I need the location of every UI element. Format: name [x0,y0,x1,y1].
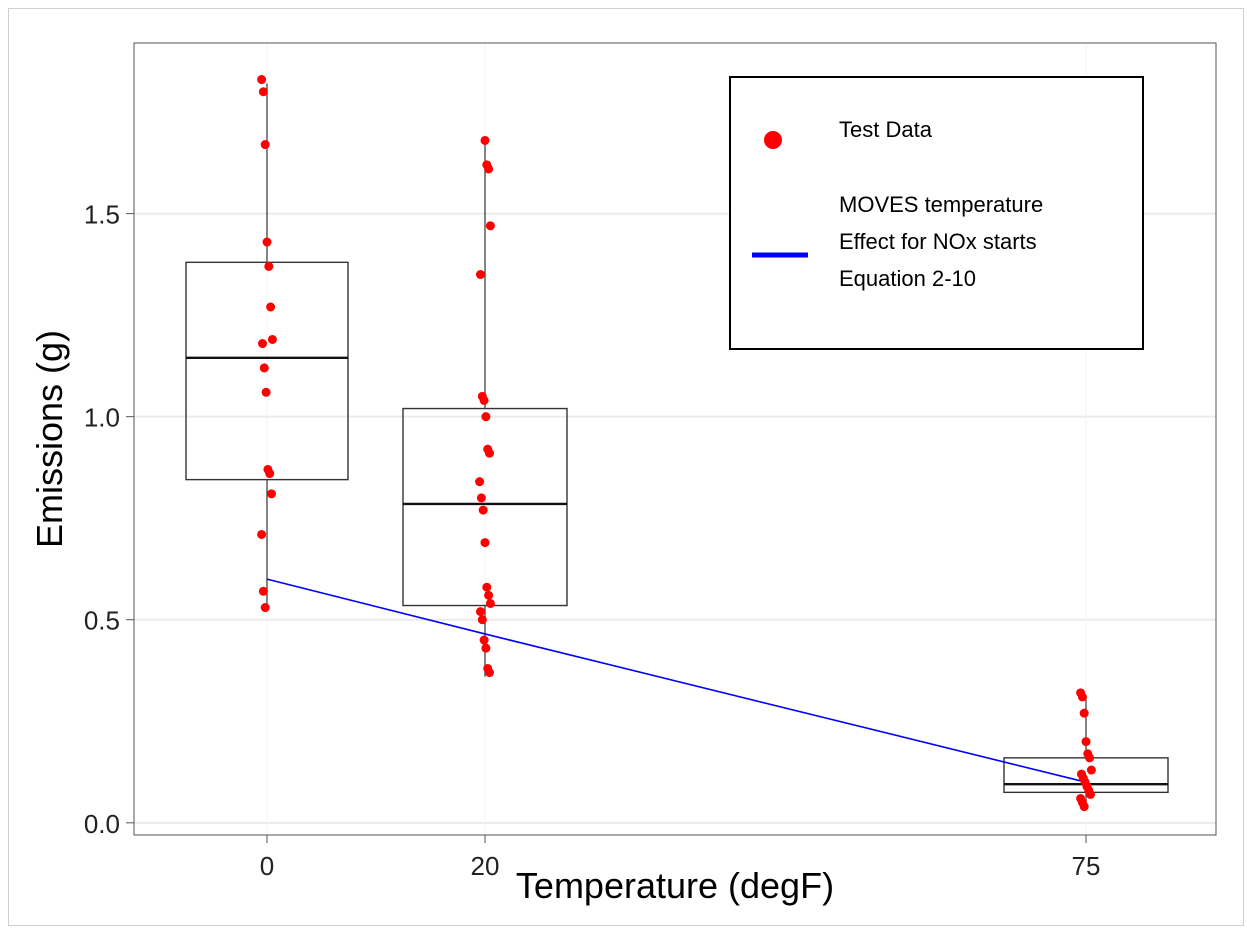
x-tick-label: 20 [471,851,500,881]
test-data-point [1081,737,1091,747]
test-data-point [261,387,271,397]
test-data-point [266,302,276,312]
x-axis-title: Temperature (degF) [516,865,834,906]
y-tick-label: 0.0 [84,809,120,839]
legend-moves-label-line-2: Effect for NOx starts [839,229,1037,254]
test-data-point [258,586,268,596]
test-data-point [1086,789,1095,799]
test-data-point [258,87,268,97]
test-data-point [262,237,272,247]
axes: 0.0 0.5 1.0 1.5 0 20 75 [84,200,1101,881]
test-data-point [476,270,485,280]
test-data-points [257,75,1096,812]
test-data-point [485,221,495,231]
test-data-point [257,75,267,85]
test-data-point [476,493,486,503]
test-data-point [267,334,277,344]
test-data-point [257,529,267,539]
moves-line [266,578,1087,783]
test-data-point [484,164,494,174]
test-data-point [485,448,494,458]
test-data-point [475,477,485,487]
test-data-point [1079,708,1089,718]
test-data-point [479,395,489,405]
test-data-point [1086,765,1096,775]
legend-box [729,76,1144,350]
test-data-point [267,489,276,499]
test-data-point [484,590,494,600]
y-tick-label: 0.5 [84,606,120,636]
y-tick-label: 1.5 [84,200,120,230]
test-data-point [1085,753,1095,763]
y-tick-label: 1.0 [84,403,120,433]
test-data-point [485,668,494,678]
legend: Test Data MOVES temperature Effect for N… [729,76,1144,350]
test-data-point [481,643,491,653]
test-data-point [478,505,488,515]
test-data-point [264,261,274,271]
test-data-point [479,635,489,645]
test-data-point [480,135,490,145]
legend-moves-label-line-3: Equation 2-10 [839,266,976,291]
test-data-point [485,598,495,608]
moves-line-series [266,578,1087,783]
y-axis-title: Emissions (g) [29,330,70,548]
test-data-point [481,412,491,422]
test-data-point [482,582,492,592]
test-data-point [258,339,267,349]
plot-panel-border [133,42,1217,836]
test-data-point [260,140,270,150]
test-data-point [476,607,485,617]
legend-moves-label-line-1: MOVES temperature [839,192,1043,217]
legend-test-data-marker [764,131,782,149]
legend-test-data-label: Test Data [839,117,933,142]
box-iqr [402,407,568,607]
test-data-point [265,469,275,479]
test-data-point [259,363,269,373]
test-data-point [477,615,487,625]
x-tick-label: 75 [1072,851,1101,881]
test-data-point [260,603,270,613]
test-data-point [1079,802,1089,812]
test-data-point [1077,692,1087,702]
x-tick-label: 0 [260,851,274,881]
figure-frame [8,8,1244,926]
test-data-point [480,538,490,548]
